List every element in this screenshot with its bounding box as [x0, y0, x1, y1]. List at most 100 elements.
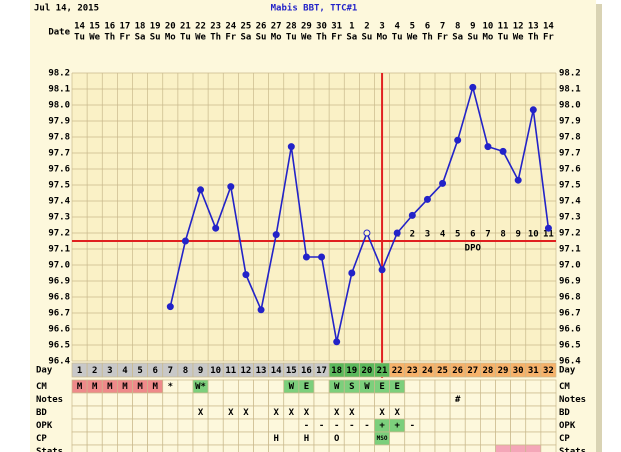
- y-tick-label-right: 96.9: [559, 277, 581, 287]
- table-cell: [328, 444, 345, 452]
- table-cell: [495, 444, 511, 452]
- dpo-number: 6: [470, 230, 475, 240]
- table-cell: [268, 444, 285, 452]
- date-label: 18: [135, 22, 146, 32]
- row-label-right: Stats: [559, 447, 586, 452]
- y-tick-label: 97.4: [48, 197, 70, 207]
- table-cell: [464, 405, 481, 420]
- table-cell: [147, 405, 164, 420]
- date-label: 17: [120, 22, 131, 32]
- table-cell: [434, 418, 451, 433]
- dpo-number: 8: [500, 230, 505, 240]
- cycle-day: 27: [467, 366, 478, 376]
- cell-text: X: [289, 408, 295, 418]
- cell-text: M: [122, 382, 128, 392]
- weekday-label: Mo: [377, 33, 388, 43]
- table-cell: [253, 392, 269, 407]
- table-cell: [207, 418, 224, 433]
- cycle-day: 3: [107, 366, 112, 376]
- y-tick-label-right: 97.5: [559, 181, 581, 191]
- dpo-number: 7: [485, 230, 490, 240]
- cell-text: H: [304, 434, 309, 444]
- weekday-label: Su: [150, 33, 161, 43]
- cell-text: -: [349, 421, 354, 431]
- table-cell: [495, 392, 511, 407]
- table-cell: [132, 392, 148, 407]
- cycle-day: 31: [528, 366, 539, 376]
- table-cell: [177, 431, 194, 446]
- table-cell: [480, 431, 496, 446]
- table-cell: [101, 405, 118, 420]
- table-cell: [343, 392, 360, 407]
- table-cell: [177, 379, 194, 394]
- cycle-day: 25: [437, 366, 448, 376]
- table-cell: [374, 444, 390, 452]
- temp-point: [287, 143, 295, 151]
- y-tick-label-right: 97.1: [559, 245, 581, 255]
- cycle-day: 6: [152, 366, 157, 376]
- cell-text: M: [107, 382, 113, 392]
- table-cell: [449, 444, 466, 452]
- table-cell: [525, 379, 542, 394]
- cell-text: -: [304, 421, 309, 431]
- y-tick-label: 96.4: [48, 357, 70, 367]
- weekday-label: Tu: [180, 33, 191, 43]
- table-cell: [222, 392, 239, 407]
- cycle-day: 14: [271, 366, 282, 376]
- table-cell: [434, 392, 451, 407]
- temp-point: [393, 229, 401, 237]
- date-label: 5: [410, 22, 415, 32]
- table-cell: [419, 392, 436, 407]
- weekday-label: Sa: [135, 33, 146, 43]
- table-cell: [495, 431, 511, 446]
- temp-point: [333, 338, 341, 346]
- cell-text: W: [364, 382, 370, 392]
- y-tick-label: 97.3: [48, 213, 70, 223]
- cycle-day: 17: [316, 366, 327, 376]
- date-label: 30: [316, 22, 327, 32]
- cell-text: MSO: [377, 435, 388, 442]
- weekday-label: We: [513, 33, 524, 43]
- temp-point: [227, 183, 235, 191]
- weekday-label: Mo: [271, 33, 282, 43]
- row-label: CM: [36, 382, 47, 392]
- row-label-right: Day: [559, 366, 576, 376]
- date-label: 29: [301, 22, 312, 32]
- table-cell: [495, 405, 511, 420]
- y-tick-label-right: 97.0: [559, 261, 581, 271]
- table-cell: [434, 444, 451, 452]
- y-tick-label-right: 97.8: [559, 133, 581, 143]
- temp-point: [242, 271, 250, 279]
- cell-text: *: [168, 382, 173, 392]
- table-cell: [449, 418, 466, 433]
- table-cell: [525, 392, 542, 407]
- dpo-number: 5: [455, 230, 460, 240]
- cell-text: W: [289, 382, 295, 392]
- weekday-label: Tu: [74, 33, 85, 43]
- cycle-day: 5: [137, 366, 142, 376]
- y-tick-label-right: 96.7: [559, 309, 581, 319]
- weekday-label: Su: [467, 33, 478, 43]
- table-cell: [222, 444, 239, 452]
- y-tick-label: 97.8: [48, 133, 70, 143]
- temp-point: [484, 143, 492, 151]
- table-cell: [495, 379, 511, 394]
- y-tick-label-right: 96.5: [559, 341, 581, 351]
- date-label: 19: [150, 22, 161, 32]
- y-tick-label-right: 96.6: [559, 325, 581, 335]
- cycle-day: 19: [346, 366, 357, 376]
- weekday-label: Su: [362, 33, 373, 43]
- cell-text: M: [77, 382, 83, 392]
- table-cell: [525, 405, 542, 420]
- row-label: Day: [36, 366, 53, 376]
- table-cell: [480, 405, 496, 420]
- table-cell: [283, 418, 300, 433]
- cell-text: -: [319, 421, 324, 431]
- temp-point: [499, 147, 507, 155]
- weekday-label: We: [89, 33, 100, 43]
- table-cell: [313, 431, 330, 446]
- y-tick-label: 97.6: [48, 165, 70, 175]
- table-cell: [132, 418, 148, 433]
- date-label: 9: [470, 22, 475, 32]
- dpo-label: DPO: [465, 244, 482, 254]
